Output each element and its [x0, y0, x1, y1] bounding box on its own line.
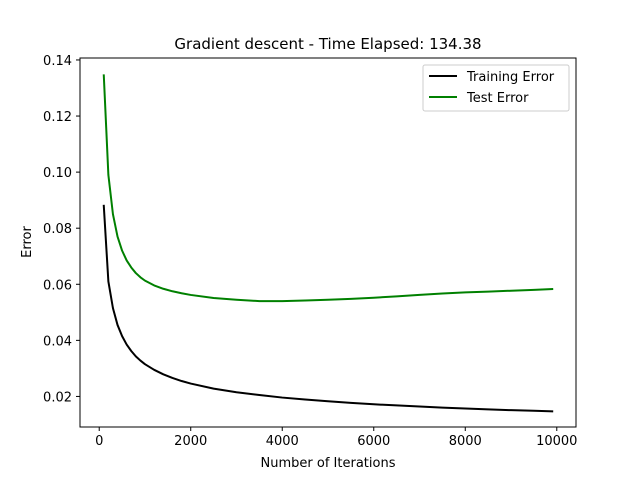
x-tick-label: 10000: [536, 434, 577, 449]
series-line-training-error: [102, 204, 554, 413]
y-tick-label: 0.08: [43, 222, 72, 237]
legend: Training Error Test Error: [422, 64, 570, 112]
x-axis-ticks: 0 2000 4000 6000 8000 10000: [95, 427, 577, 449]
legend-label-test-error: Test Error: [466, 91, 529, 106]
chart-title: Gradient descent - Time Elapsed: 134.38: [174, 35, 481, 53]
x-tick-label: 2000: [174, 434, 207, 449]
plot-frame: [79, 57, 577, 428]
y-tick-label: 0.02: [43, 390, 72, 405]
y-tick-label: 0.04: [43, 334, 72, 349]
legend-label-training-error: Training Error: [466, 70, 555, 85]
x-tick-label: 6000: [357, 434, 390, 449]
y-tick-label: 0.10: [43, 166, 72, 181]
x-tick-label: 8000: [449, 434, 482, 449]
x-axis-label: Number of Iterations: [261, 456, 396, 471]
x-tick-label: 4000: [266, 434, 299, 449]
y-axis-ticks: 0.02 0.04 0.06 0.08 0.10 0.12 0.14: [43, 54, 80, 405]
y-axis-label: Error: [20, 226, 35, 258]
x-tick-label: 0: [95, 434, 103, 449]
y-tick-label: 0.14: [43, 54, 72, 69]
y-tick-label: 0.12: [43, 110, 72, 125]
series-layer: [102, 74, 554, 413]
y-tick-label: 0.06: [43, 278, 72, 293]
legend-box: [422, 64, 570, 112]
series-line-test-error: [102, 74, 554, 303]
